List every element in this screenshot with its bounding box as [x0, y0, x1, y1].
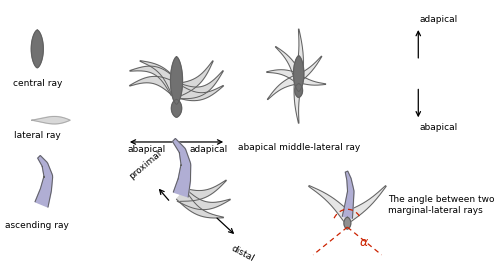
Polygon shape	[178, 187, 230, 210]
Polygon shape	[172, 99, 181, 117]
Polygon shape	[294, 29, 304, 80]
Polygon shape	[175, 61, 213, 97]
Polygon shape	[174, 84, 224, 101]
Polygon shape	[130, 76, 180, 97]
Text: central ray: central ray	[12, 79, 62, 88]
Polygon shape	[32, 116, 70, 124]
Text: abapical middle-lateral ray: abapical middle-lateral ray	[238, 143, 360, 152]
Polygon shape	[130, 66, 182, 96]
Text: The angle between two
marginal-lateral rays: The angle between two marginal-lateral r…	[388, 195, 495, 215]
Polygon shape	[298, 75, 326, 85]
Text: abapical: abapical	[420, 123, 458, 132]
Polygon shape	[266, 70, 300, 83]
Polygon shape	[32, 30, 43, 68]
Polygon shape	[172, 138, 190, 197]
Text: ascending ray: ascending ray	[6, 221, 69, 230]
Polygon shape	[176, 71, 224, 99]
Polygon shape	[176, 190, 224, 218]
Polygon shape	[276, 47, 302, 81]
Polygon shape	[294, 56, 304, 92]
Polygon shape	[294, 78, 303, 123]
Polygon shape	[345, 186, 386, 223]
Polygon shape	[140, 61, 181, 94]
Polygon shape	[268, 74, 300, 100]
Text: α: α	[360, 237, 368, 249]
Polygon shape	[295, 84, 302, 97]
Polygon shape	[344, 217, 351, 229]
Polygon shape	[180, 180, 226, 201]
Text: adapical: adapical	[190, 145, 228, 154]
Polygon shape	[308, 186, 351, 222]
Text: abapical: abapical	[128, 145, 166, 154]
Polygon shape	[35, 155, 52, 207]
Text: distal: distal	[230, 244, 256, 264]
Text: proximal: proximal	[127, 148, 163, 181]
Polygon shape	[297, 56, 322, 82]
Text: lateral ray: lateral ray	[14, 131, 60, 140]
Polygon shape	[170, 57, 182, 104]
Polygon shape	[342, 171, 354, 218]
Text: adapical: adapical	[420, 15, 458, 24]
